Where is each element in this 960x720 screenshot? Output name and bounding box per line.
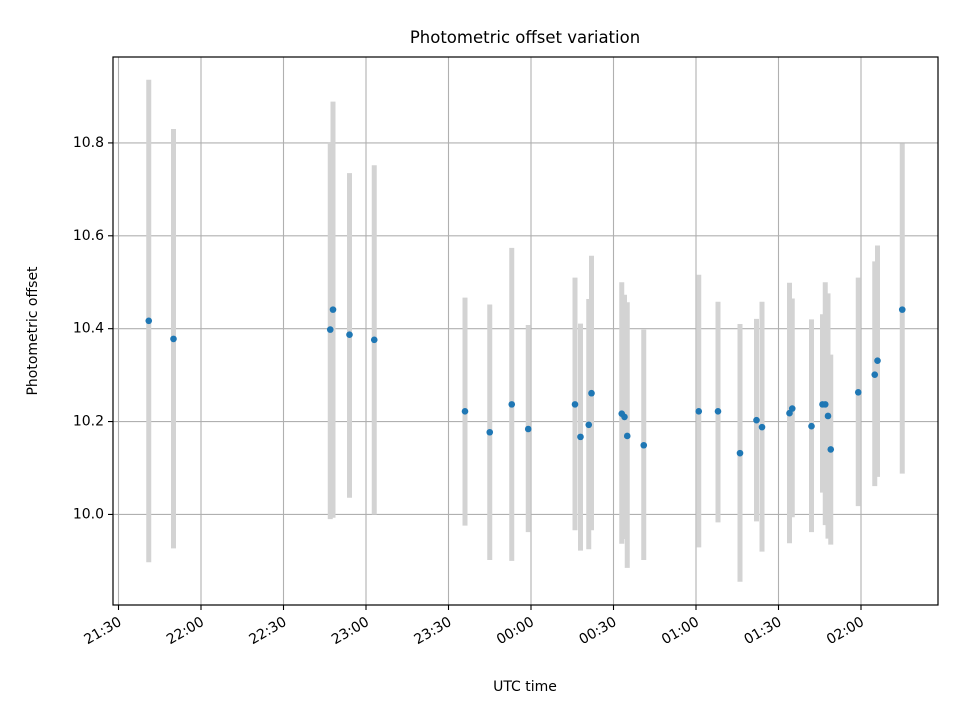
data-point: [346, 331, 353, 339]
data-point: [808, 422, 815, 430]
data-point: [640, 441, 648, 449]
data-point: [736, 449, 744, 457]
plot-frame: [112, 56, 939, 606]
data-point: [758, 423, 766, 431]
y-tick-label: 10.8: [73, 135, 104, 151]
data-point: [623, 432, 631, 440]
y-axis-label: Photometric offset: [25, 266, 41, 396]
y-tick-label: 10.0: [73, 506, 104, 522]
x-axis-label: UTC time: [493, 679, 557, 695]
data-point: [871, 371, 879, 378]
data-point: [145, 317, 153, 325]
data-point: [621, 413, 628, 421]
data-point: [577, 433, 584, 441]
data-point: [788, 405, 796, 412]
data-point: [854, 389, 862, 396]
data-point: [695, 408, 703, 415]
data-point: [508, 401, 516, 408]
data-point: [824, 412, 832, 420]
data-point: [461, 408, 469, 415]
data-point: [370, 336, 378, 344]
grid-lines: [113, 57, 938, 605]
data-point: [821, 401, 829, 408]
data-point: [753, 416, 760, 424]
data-point: [714, 408, 722, 415]
y-tick-label: 10.2: [73, 414, 104, 430]
data-points: [145, 306, 906, 457]
data-point: [874, 357, 881, 365]
data-point: [585, 421, 593, 429]
y-tick-label: 10.6: [73, 228, 104, 244]
data-point: [898, 306, 906, 313]
data-point: [524, 425, 532, 433]
plot-area: [113, 57, 938, 605]
chart-title: Photometric offset variation: [410, 28, 640, 47]
data-point: [329, 306, 337, 313]
data-point: [486, 428, 494, 436]
data-point: [170, 335, 177, 343]
data-point: [588, 389, 595, 397]
y-tick-label: 10.4: [73, 321, 104, 337]
data-point: [571, 401, 579, 408]
y-axis-ticks: 10.0 10.2 10.4 10.6 10.8: [73, 135, 113, 522]
data-point: [326, 326, 334, 333]
data-point: [827, 446, 835, 453]
